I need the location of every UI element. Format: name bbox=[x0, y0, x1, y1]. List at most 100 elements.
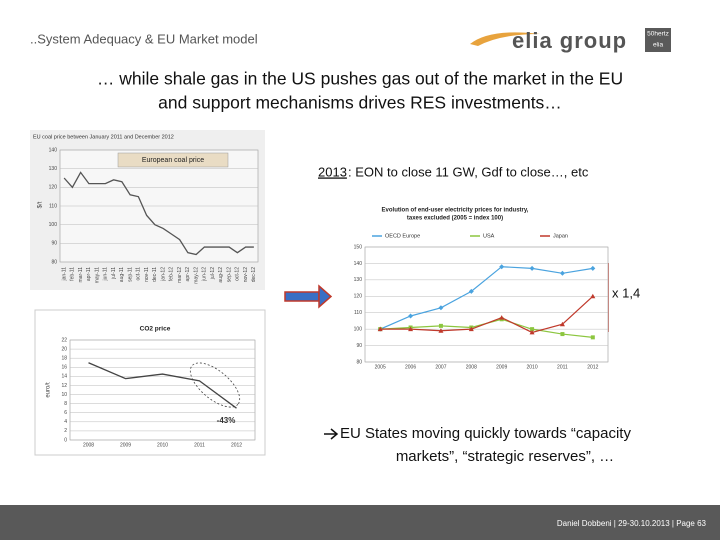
x-tick-label: 2010 bbox=[157, 442, 168, 448]
series-line bbox=[63, 171, 254, 256]
x-tick-label: 2010 bbox=[527, 364, 538, 370]
marker bbox=[559, 270, 565, 276]
logo-badge bbox=[645, 28, 671, 52]
marker bbox=[499, 315, 505, 320]
y-tick-label: 6 bbox=[64, 410, 67, 416]
badge-bottom: elia bbox=[653, 42, 664, 49]
y-tick-label: 8 bbox=[64, 401, 67, 407]
x-tick-label: aug-12 bbox=[218, 267, 224, 283]
y-tick-label: 12 bbox=[61, 383, 67, 389]
note-year: 2013 bbox=[318, 164, 347, 179]
y-tick-label: 22 bbox=[61, 337, 67, 343]
x-tick-label: jun-12 bbox=[202, 267, 208, 282]
plot-area bbox=[69, 339, 256, 441]
y-tick-label: 18 bbox=[61, 356, 67, 362]
marker bbox=[468, 288, 474, 294]
x-tick-label: jan-11 bbox=[61, 267, 67, 282]
x-tick-label: 2011 bbox=[557, 364, 568, 370]
y-tick-label: 16 bbox=[61, 365, 67, 371]
x-tick-label: mar-11 bbox=[78, 267, 84, 283]
marker bbox=[438, 305, 444, 311]
x-tick-label: nov-12 bbox=[243, 267, 249, 283]
x-tick-label: 2009 bbox=[496, 364, 507, 370]
y-tick-label: 130 bbox=[354, 277, 363, 283]
x-tick-label: jun-11 bbox=[103, 267, 109, 282]
annotation: -43% bbox=[217, 416, 236, 425]
marker bbox=[529, 265, 535, 271]
chart-title: Evolution of end-user electricity prices… bbox=[382, 208, 529, 214]
y-axis-label: euro/t bbox=[46, 382, 52, 398]
series-line bbox=[380, 295, 594, 334]
marker bbox=[438, 328, 444, 333]
y-tick-label: 4 bbox=[64, 419, 67, 425]
conclusion: EU States moving quickly towards “capaci… bbox=[340, 425, 631, 442]
x-tick-label: 2011 bbox=[194, 442, 205, 448]
x-tick-label: dec-12 bbox=[251, 267, 257, 283]
x-tick-label: 2005 bbox=[375, 364, 386, 370]
x-tick-label: aug-11 bbox=[119, 267, 125, 282]
y-tick-label: 130 bbox=[49, 166, 58, 172]
marker bbox=[560, 332, 565, 337]
x-tick-label: 2008 bbox=[83, 442, 94, 448]
y-tick-label: 110 bbox=[354, 310, 362, 316]
badge-top: 50hertz bbox=[647, 31, 669, 38]
highlight-ellipse bbox=[189, 362, 241, 408]
marker bbox=[590, 293, 596, 299]
slide-title: … while shale gas in the US pushes gas o… bbox=[97, 69, 623, 89]
chart-title: European coal price bbox=[142, 157, 204, 164]
marker bbox=[530, 327, 535, 332]
title-box bbox=[117, 152, 229, 168]
section-title: ..System Adequacy & EU Market model bbox=[30, 31, 258, 46]
y-tick-label: 80 bbox=[356, 359, 362, 365]
x-tick-label: nov-11 bbox=[144, 267, 150, 282]
marker bbox=[590, 265, 596, 271]
y-tick-label: 90 bbox=[51, 241, 57, 247]
y-tick-label: 100 bbox=[49, 222, 58, 228]
chart-subtitle: taxes excluded (2005 = index 100) bbox=[407, 216, 503, 222]
y-tick-label: 140 bbox=[354, 261, 363, 267]
y-tick-label: 2 bbox=[64, 428, 67, 434]
x-tick-label: 2008 bbox=[466, 364, 477, 370]
marker bbox=[377, 326, 383, 332]
arrow-shaft bbox=[284, 291, 320, 302]
x-tick-label: 2009 bbox=[120, 442, 131, 448]
marker bbox=[408, 326, 414, 332]
marker bbox=[468, 326, 474, 332]
x-tick-label: may-11 bbox=[94, 267, 100, 284]
footer-text: Daniel Dobbeni | 29-30.10.2013 | Page 63 bbox=[557, 519, 707, 528]
y-tick-label: 90 bbox=[356, 343, 362, 349]
x-tick-label: apr-11 bbox=[86, 267, 92, 281]
x-tick-label: jan-12 bbox=[160, 267, 166, 282]
marker bbox=[438, 323, 443, 328]
marker bbox=[408, 313, 414, 319]
x-tick-label: 2006 bbox=[405, 364, 416, 370]
plot-area bbox=[364, 246, 609, 363]
x-tick-label: sep-12 bbox=[226, 267, 232, 283]
x-tick-label: may-12 bbox=[193, 267, 199, 284]
x-tick-label: feb-12 bbox=[169, 267, 175, 281]
x-tick-label: apr-12 bbox=[185, 267, 191, 282]
x-tick-label: 2007 bbox=[435, 364, 446, 370]
chart-caption: EU coal price between January 2011 and D… bbox=[33, 134, 174, 140]
multiplier: x 1,4 bbox=[612, 285, 640, 300]
footer-bar bbox=[0, 505, 720, 540]
chart-title: CO2 price bbox=[140, 326, 171, 333]
y-tick-label: 20 bbox=[61, 346, 67, 352]
series-line bbox=[88, 362, 237, 409]
x-tick-label: oct-11 bbox=[136, 267, 142, 281]
y-axis-label: $/t bbox=[38, 201, 44, 208]
y-tick-label: 120 bbox=[49, 185, 58, 191]
logo-swoosh bbox=[470, 32, 540, 46]
x-tick-label: oct-12 bbox=[235, 267, 241, 281]
logo-text: elia group bbox=[512, 28, 627, 53]
marker bbox=[529, 329, 535, 335]
y-tick-label: 120 bbox=[354, 294, 363, 300]
y-tick-label: 10 bbox=[61, 392, 67, 398]
marker bbox=[499, 264, 505, 270]
x-tick-label: 2012 bbox=[231, 442, 242, 448]
x-tick-label: dec-11 bbox=[152, 267, 158, 282]
y-tick-label: 150 bbox=[354, 244, 363, 250]
legend-label: USA bbox=[483, 233, 495, 239]
y-tick-label: 100 bbox=[354, 326, 363, 332]
marker bbox=[590, 335, 595, 340]
